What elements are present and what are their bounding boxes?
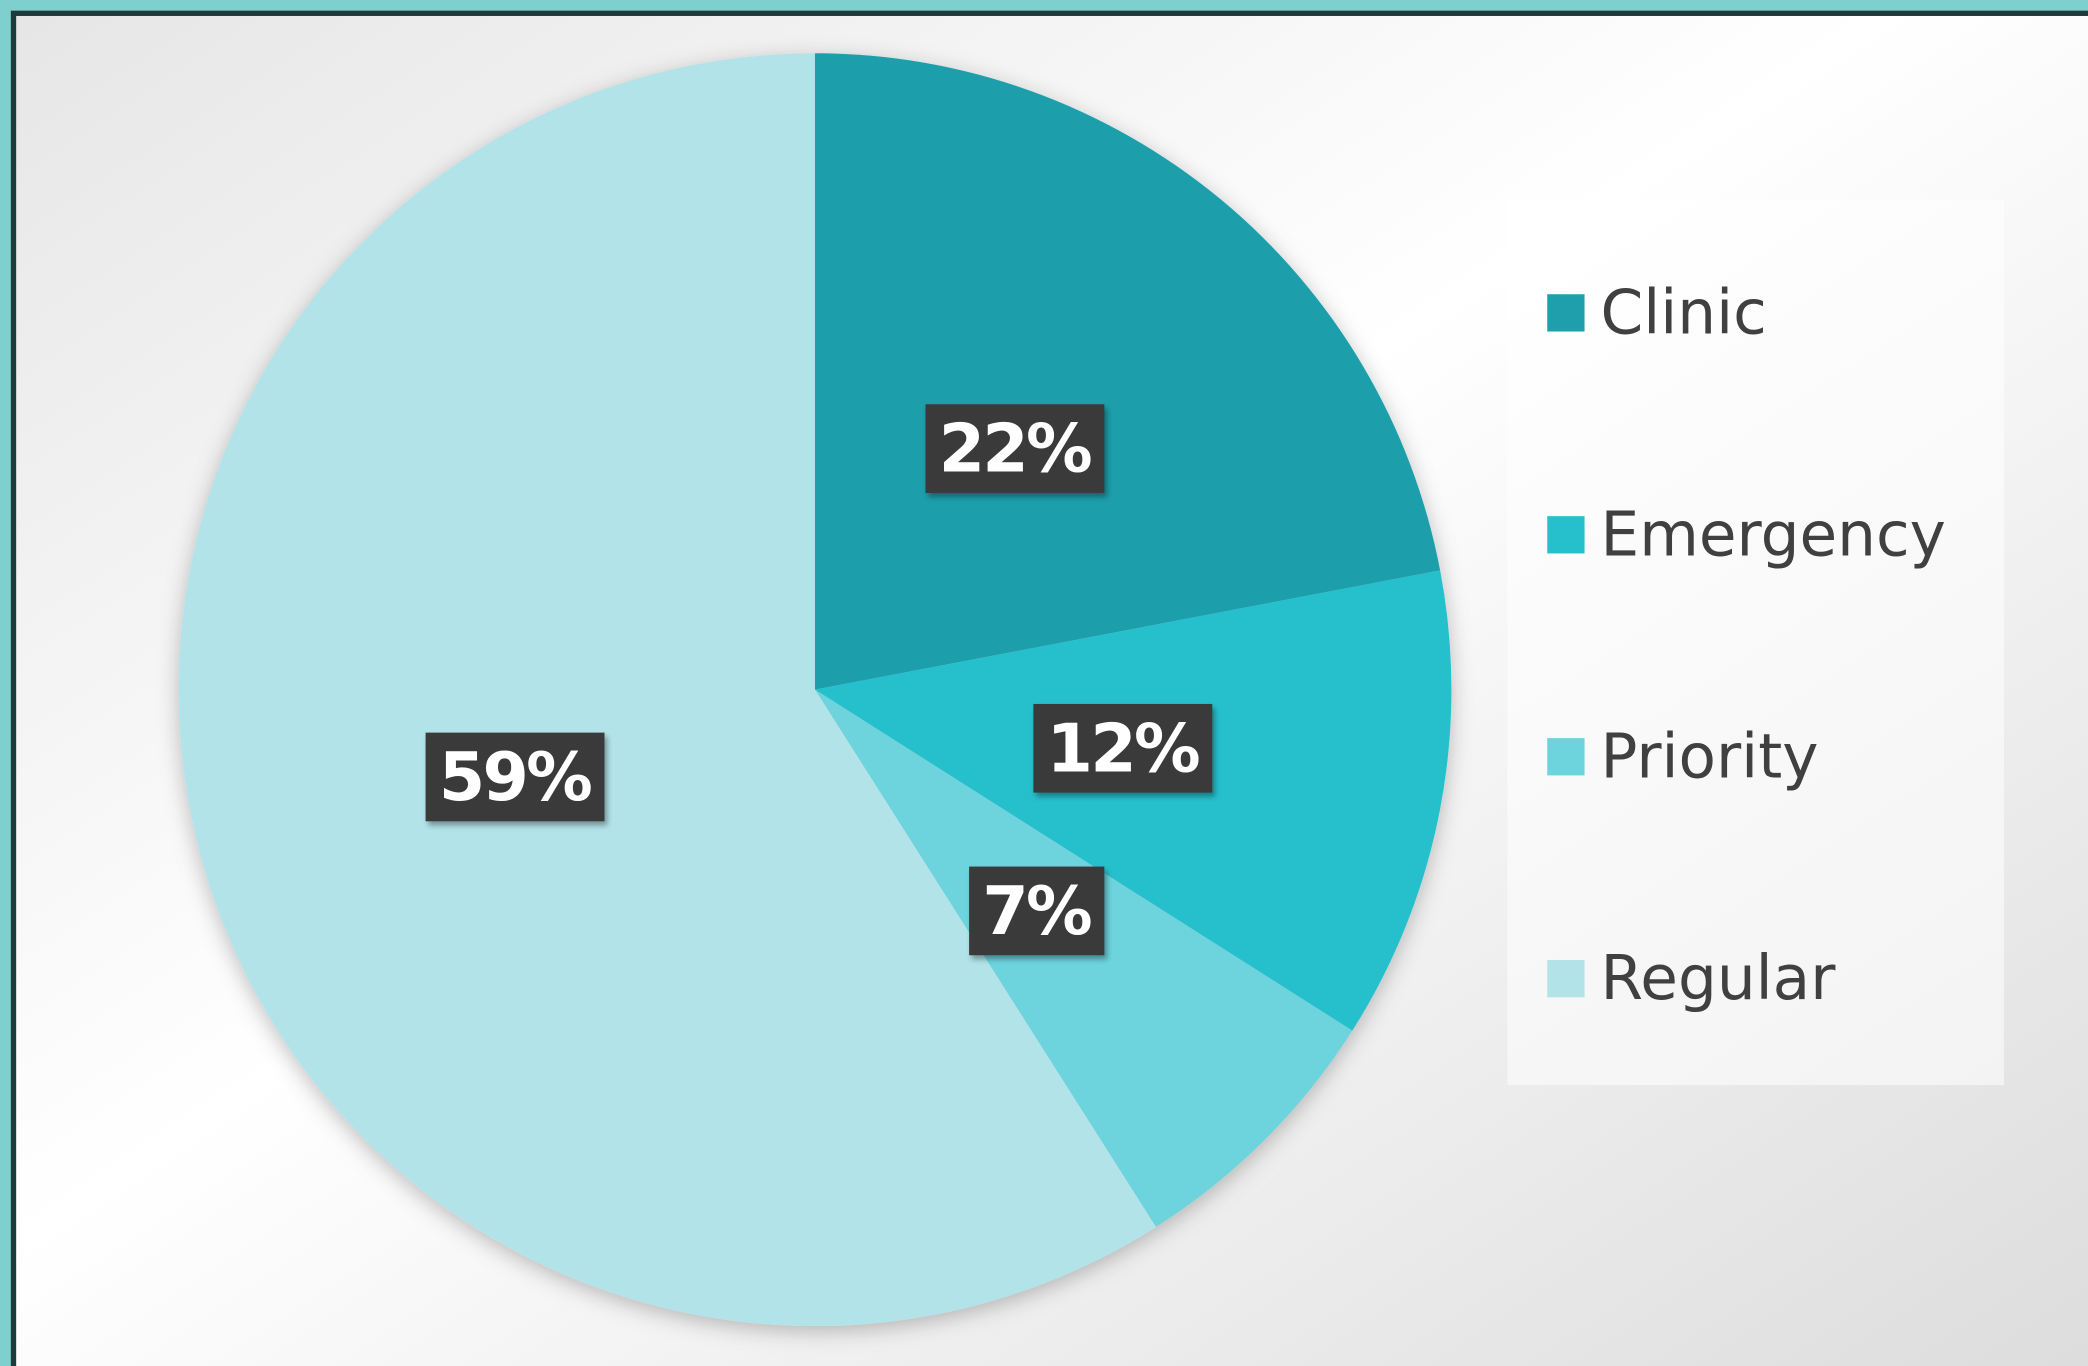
legend-label: Emergency [1601,499,1946,570]
legend-box [1507,199,2004,1086]
pie-slice [815,570,1452,1031]
data-label: 22% [939,410,1091,488]
legend-swatch [1547,738,1585,776]
pie [178,53,1452,1327]
legend-swatch [1547,294,1585,332]
data-label: 59% [439,738,591,816]
data-label: 12% [1047,709,1199,787]
data-label-box [925,404,1105,493]
data-label: 7% [982,872,1091,950]
pie-slice [815,689,1353,1227]
pie-slice [815,53,1441,690]
legend-label: Clinic [1601,277,1767,348]
legend-swatch [1547,516,1585,554]
data-label-box [1033,703,1213,793]
legend-swatch [1547,960,1585,998]
pie-slice [178,53,1157,1327]
legend-label: Regular [1601,943,1837,1014]
data-label-box [969,866,1105,956]
legend-label: Priority [1601,721,1819,792]
data-label-box [425,732,605,822]
